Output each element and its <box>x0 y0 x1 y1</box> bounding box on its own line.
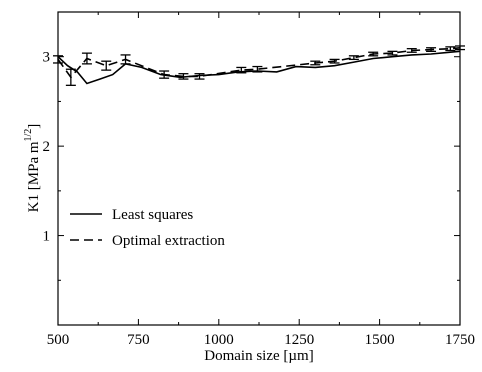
x-tick-label: 500 <box>47 332 70 348</box>
error-bar <box>252 65 263 73</box>
error-bar <box>81 52 92 65</box>
error-bar <box>329 58 340 64</box>
y-tick-label: 1 <box>43 229 51 245</box>
x-tick-label: 1000 <box>204 332 234 348</box>
y-axis-label-close: ] <box>26 124 42 129</box>
x-tick-label: 1500 <box>365 332 395 348</box>
error-bar <box>310 60 321 66</box>
x-tick-label: 1250 <box>284 332 314 348</box>
legend-label-optimal-extraction: Optimal extraction <box>112 233 225 249</box>
error-bar <box>445 46 456 52</box>
y-axis-ticks: 1 2 3 <box>43 50 460 281</box>
series-line-least-squares <box>57 50 461 85</box>
series-layer <box>57 47 461 85</box>
errorbar-layer <box>53 45 465 86</box>
error-bar <box>194 73 205 80</box>
error-bar <box>236 66 247 74</box>
y-axis-label-exponent: 1/2 <box>23 129 34 142</box>
x-axis-ticks: 500 750 1000 1250 1500 1750 <box>47 12 475 348</box>
plot-frame <box>57 11 461 326</box>
error-bar <box>455 45 465 51</box>
y-tick-label: 2 <box>43 139 51 155</box>
x-axis-label: Domain size [µm] <box>204 348 313 364</box>
legend: Least squares Optimal extraction <box>70 207 225 249</box>
y-tick-label: 3 <box>43 50 51 66</box>
legend-label-least-squares: Least squares <box>112 207 193 223</box>
error-bar <box>159 70 170 79</box>
error-bar <box>120 54 131 65</box>
x-tick-label: 750 <box>127 332 150 348</box>
error-bar <box>65 68 76 86</box>
error-bar <box>178 73 189 80</box>
error-bar <box>348 55 359 61</box>
y-axis-label-main: K1 [MPa m <box>26 141 42 212</box>
error-bar <box>426 47 437 52</box>
series-line-optimal-extraction <box>57 47 461 79</box>
y-axis-label: K1 [MPa m1/2] <box>23 124 42 213</box>
error-bar <box>406 48 417 53</box>
x-tick-label: 1750 <box>445 332 475 348</box>
y-axis-label-text: K1 [MPa m1/2] <box>23 124 42 213</box>
plot-area <box>57 11 461 326</box>
error-bar <box>101 60 112 71</box>
error-bar <box>368 51 379 57</box>
error-bar <box>387 50 398 56</box>
